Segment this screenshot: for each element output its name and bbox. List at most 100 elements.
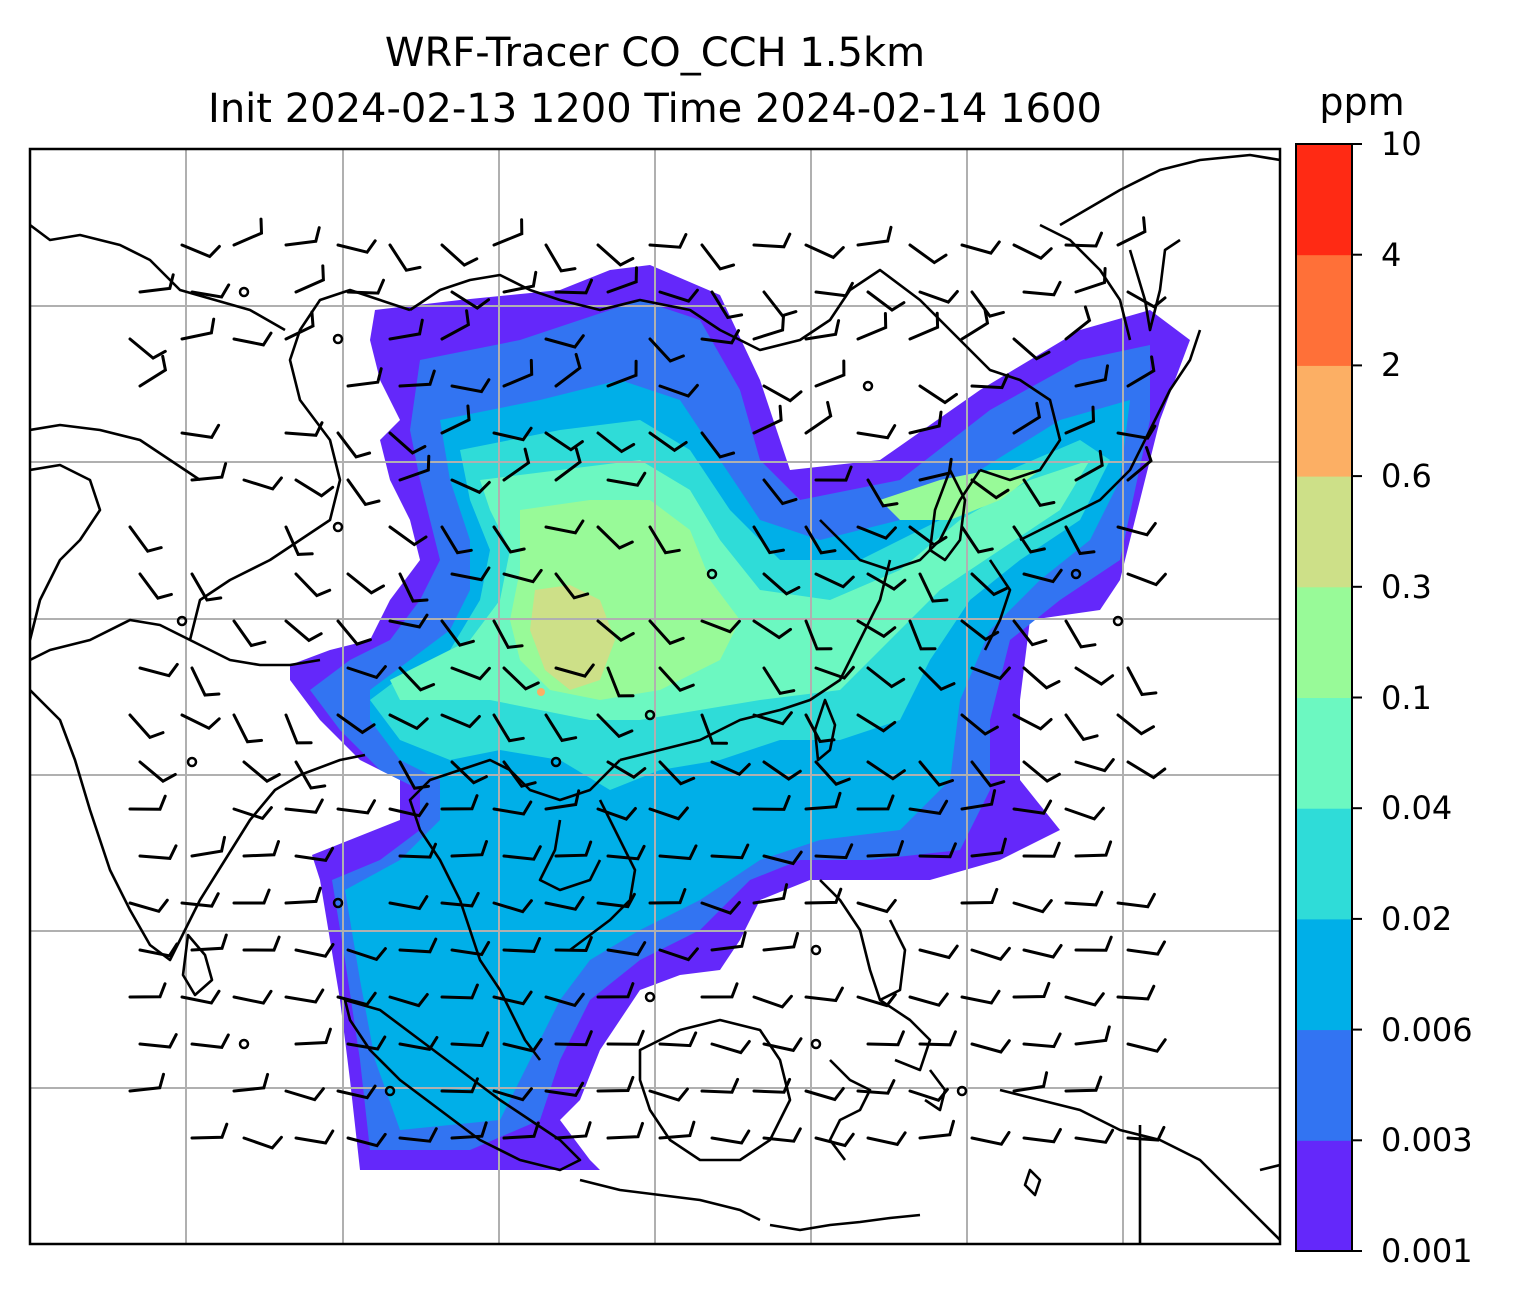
wind-barb: [814, 465, 853, 482]
wind-barb: [128, 898, 169, 914]
wind-barb: [606, 266, 638, 294]
wind-barb: [294, 1027, 332, 1046]
wind-barb: [398, 842, 437, 859]
wind-barb: [388, 895, 429, 911]
wind-barb: [284, 525, 314, 556]
wind-barb: [128, 794, 167, 811]
wind-barb: [1116, 522, 1157, 537]
wind-barb: [294, 478, 335, 498]
wind-barb: [284, 619, 323, 643]
wind-barb: [804, 887, 843, 905]
wind-barb: [918, 666, 956, 691]
calm-marker: [550, 756, 562, 768]
wind-barb: [866, 840, 904, 858]
wind-barb: [960, 619, 1000, 642]
wind-barb: [970, 946, 1011, 961]
wind-barb: [700, 1077, 740, 1094]
wind-barb: [752, 1077, 792, 1094]
wind-barb: [440, 794, 479, 811]
wind-barb: [856, 225, 893, 247]
wind-barb: [180, 317, 216, 341]
wind-barb: [502, 1121, 540, 1140]
wind-barb: [450, 378, 491, 394]
wind-barb: [1012, 799, 1053, 815]
wind-barb: [128, 1072, 165, 1093]
wind-barb: [866, 666, 906, 689]
wind-barb: [336, 713, 376, 735]
wind-barb: [648, 888, 687, 905]
wind-barb: [814, 572, 855, 589]
wind-barb: [970, 760, 1006, 788]
wind-barb: [658, 288, 699, 303]
wind-barb: [336, 799, 376, 815]
wind-barb: [700, 901, 741, 915]
wind-barb: [284, 226, 321, 247]
wind-barb: [710, 1040, 751, 1055]
wind-barb: [450, 760, 488, 785]
wind-barb: [398, 760, 430, 790]
wind-barb: [242, 1135, 283, 1150]
wind-barb: [180, 243, 221, 259]
wind-barb: [804, 319, 841, 341]
wind-barb: [1074, 267, 1107, 294]
wind-barb: [232, 989, 273, 1005]
wind-barb: [190, 933, 228, 952]
wind-barb: [554, 1121, 592, 1140]
wind-barb: [388, 431, 427, 455]
wind-barb: [866, 478, 899, 508]
wind-barb: [804, 713, 836, 744]
wind-barb: [388, 993, 429, 1008]
wind-barb: [138, 844, 178, 860]
wind-barb: [700, 329, 740, 345]
wind-barb: [492, 619, 524, 650]
wind-barb: [648, 337, 685, 363]
wind-barb: [970, 572, 1009, 597]
calm-marker: [706, 568, 718, 580]
wind-barb: [606, 760, 647, 780]
wind-barb: [1064, 890, 1104, 907]
wind-barb: [336, 991, 377, 1007]
wind-barb: [918, 944, 959, 960]
wind-barb: [804, 1087, 845, 1102]
wind-barb: [710, 843, 750, 860]
wind-barb: [450, 1121, 488, 1140]
wind-barb: [138, 942, 179, 958]
wind-barb: [502, 845, 542, 861]
wind-barb: [856, 619, 897, 639]
wind-barb: [294, 572, 332, 598]
wind-barb: [1126, 940, 1166, 956]
wind-barb: [190, 1033, 230, 1050]
wind-barb: [658, 666, 695, 692]
wind-barb: [242, 476, 283, 491]
wind-barb: [918, 457, 953, 482]
wind-barb: [970, 666, 1011, 681]
wind-barb: [450, 666, 491, 681]
wind-barb: [908, 799, 949, 816]
wind-barb: [554, 572, 590, 600]
wind-barb: [284, 310, 315, 341]
wind-barb: [554, 936, 593, 953]
wind-barb: [388, 525, 428, 547]
wind-barb: [554, 278, 593, 295]
wind-barb: [1012, 525, 1046, 554]
wind-barb: [1116, 713, 1155, 736]
wind-barb: [398, 572, 429, 603]
colorbar-segment: [1296, 365, 1352, 477]
wind-barb: [1022, 1128, 1062, 1144]
wind-barb: [856, 312, 888, 341]
wind-barb: [1074, 935, 1113, 952]
wind-barb: [232, 1072, 270, 1093]
colorbar-tick-label: 0.3: [1381, 567, 1432, 606]
wind-barb: [762, 931, 800, 952]
colorbar-segment: [1296, 808, 1352, 920]
wind-barb: [180, 423, 221, 440]
wind-barb: [1074, 840, 1113, 858]
calm-marker: [186, 756, 198, 768]
wind-barb: [1012, 713, 1053, 731]
colorbar-tick-label: 2: [1381, 346, 1402, 385]
wind-barb: [908, 243, 948, 265]
wind-barb: [232, 806, 273, 821]
wind-barb: [908, 525, 948, 547]
colorbar-segment: [1296, 254, 1352, 366]
colorbar-segment: [1296, 1140, 1352, 1252]
